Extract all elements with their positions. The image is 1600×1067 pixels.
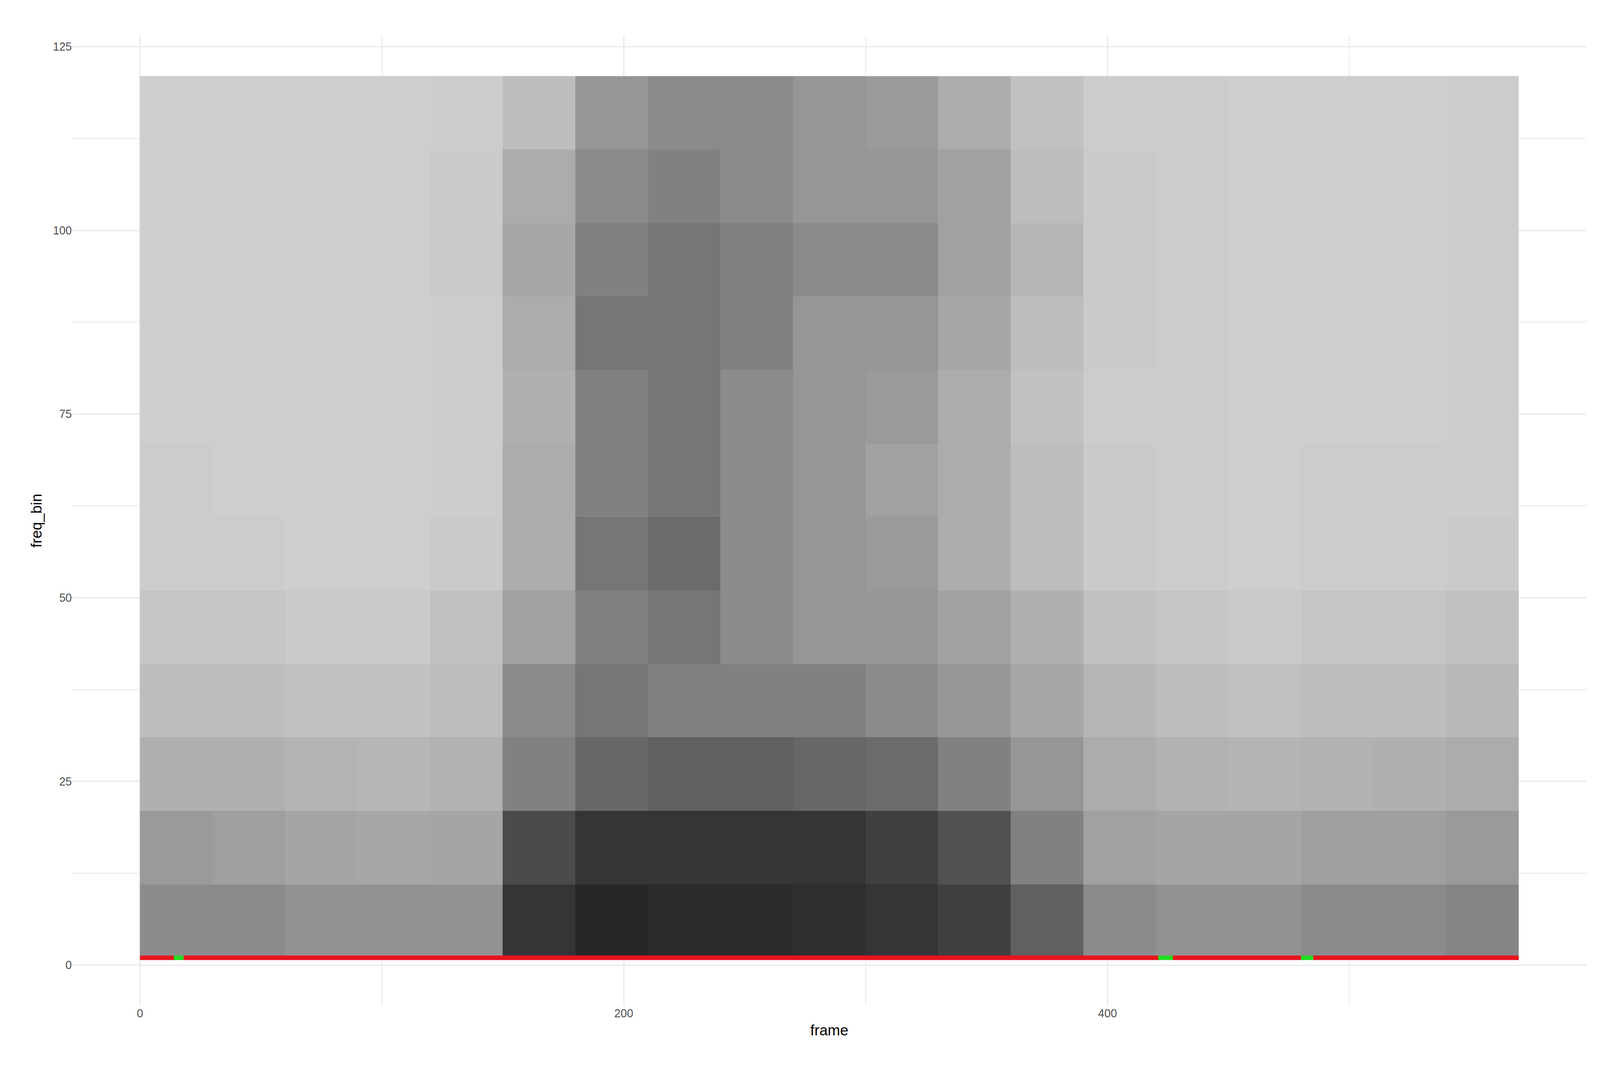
svg-text:400: 400 <box>1098 1006 1118 1020</box>
svg-text:freq_bin: freq_bin <box>27 493 45 548</box>
svg-text:frame: frame <box>810 1021 849 1039</box>
svg-text:125: 125 <box>52 40 72 53</box>
svg-text:75: 75 <box>59 407 72 420</box>
svg-text:100: 100 <box>52 223 72 237</box>
svg-text:200: 200 <box>614 1006 634 1020</box>
svg-text:0: 0 <box>65 958 72 971</box>
svg-text:50: 50 <box>59 591 72 604</box>
svg-text:25: 25 <box>59 774 72 788</box>
svg-text:0: 0 <box>136 1006 144 1020</box>
